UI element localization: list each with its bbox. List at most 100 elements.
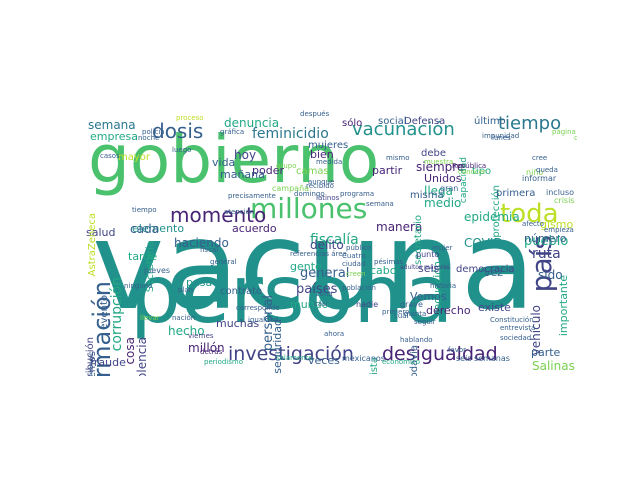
word-noche: noche (138, 134, 160, 142)
word-crisis: crisis (554, 196, 575, 205)
word-millones: millones (250, 192, 368, 225)
word-viernes: viernes (188, 332, 214, 340)
word-medida: medida (316, 158, 343, 166)
word-denuncia: denuncia (224, 116, 280, 130)
word-pueblo: pueblo (524, 234, 569, 249)
word-numero: número (524, 232, 567, 245)
word-aunque: aunque (308, 178, 335, 186)
word-mexicanos: mexicanos (342, 354, 385, 363)
word-gismo: gismo (540, 218, 574, 231)
word-nadie: nadie (356, 300, 379, 309)
word-veces: veces (308, 354, 340, 367)
word-vemos: Vemos (410, 290, 447, 303)
word-cloud: gobierno vacuna persona millones toda momento… (80, 105, 577, 376)
word-partir: partir (372, 164, 403, 177)
word-semana2: semana (366, 200, 394, 208)
word-general2: general (210, 258, 237, 266)
word-corrupcion: corrupción (109, 277, 125, 352)
word-manera: manera (376, 220, 423, 234)
word-democracia: democracia (456, 264, 515, 275)
word-astrazeneca: AstraZeneca (87, 213, 98, 277)
word-casos: casos (100, 152, 120, 160)
word-referencia: referencias área (290, 250, 347, 258)
word-evento: evento (99, 295, 110, 330)
word-ultimo: último (474, 116, 506, 127)
word-muchas: muchas (216, 317, 260, 330)
word-quinta: quinta (404, 310, 427, 318)
word-mayor: mayor (118, 152, 151, 163)
word-social: social (378, 116, 407, 127)
word-domingo: domingo (294, 190, 325, 198)
word-seguridad: seguridad (271, 319, 284, 374)
word-camas: camas (296, 166, 329, 177)
word-momento: momento (170, 203, 267, 227)
word-empieza: empieza (544, 226, 574, 234)
word-semana: semana (88, 118, 136, 132)
word-pasado: pasado (186, 276, 226, 289)
word-pesimas: pésimas (374, 258, 404, 266)
word-zona: zona (316, 290, 333, 298)
word-republica: República (452, 162, 487, 170)
word-primera: primera (496, 188, 536, 199)
word-tipo: tipo (472, 166, 492, 177)
word-salinas: Salinas (532, 359, 575, 373)
word-latinos: latinos (316, 194, 340, 202)
word-cuatro: Cuatro (342, 252, 366, 260)
word-mismo: mismo (386, 154, 410, 162)
word-empresa: empresa (90, 130, 138, 143)
word-camino: camino (574, 134, 577, 142)
word-seguir: seguir (414, 318, 436, 326)
word-queda: queda (536, 166, 558, 174)
word-llevar: llevar (140, 314, 160, 322)
word-tiempo2: tiempo (132, 206, 157, 214)
word-mundo: mundo (290, 298, 329, 311)
word-feminicidio: feminicidio (252, 126, 329, 142)
word-informar: informar (522, 174, 557, 183)
word-general: general (300, 266, 350, 281)
word-pagina: página (552, 128, 576, 136)
word-ruta: ruta (532, 246, 561, 262)
word-vida: vida (212, 156, 236, 169)
word-punto: punto (416, 250, 440, 259)
word-medio: medio (424, 196, 462, 210)
word-igualdad: igualdad (248, 316, 279, 324)
word-cree: cree (532, 154, 548, 162)
word-manana: mañana (220, 168, 265, 181)
word-vacuna: vacuna (92, 195, 536, 337)
word-campana: campaña (272, 184, 310, 193)
word-tarde: tarde (128, 250, 158, 263)
word-historia: historia (430, 282, 457, 290)
word-derecho: derecho (426, 304, 471, 317)
word-desigualdad: desigualdad (382, 343, 498, 365)
word-ninguna: ninguna (124, 282, 153, 290)
word-acuerdo: acuerdo (232, 222, 277, 235)
word-delito: delito (310, 238, 344, 252)
word-economico: económico (382, 358, 421, 366)
word-gran: gran (440, 184, 459, 193)
word-poder: poder (252, 164, 284, 177)
word-salud: salud (86, 226, 116, 239)
word-muestra: muestra (424, 158, 454, 166)
word-recibido: recibido (306, 182, 334, 190)
word-debe: debe (421, 148, 446, 159)
word-elemento: elemento (132, 222, 185, 235)
word-gobierno: gobierno (88, 121, 380, 198)
word-hoy: hoy (234, 148, 257, 162)
word-jueves: jueves (144, 266, 171, 275)
word-grave: grave (400, 300, 423, 309)
word-luego: luego (172, 146, 192, 154)
word-precisamente: precisamente (228, 192, 276, 200)
word-adultos-mayores: adultos mayores (400, 264, 450, 271)
word-periodismo: periodismo (204, 358, 243, 366)
word-millon: millón (188, 341, 225, 355)
word-grupo: grupo (276, 162, 297, 170)
word-lunes: lunes (492, 134, 511, 142)
word-nacion: nación (172, 314, 196, 322)
word-proceso: proceso (176, 114, 204, 122)
word-casi: casi (314, 300, 328, 308)
word-vez: vez (484, 266, 504, 279)
word-investigacion: investigación (228, 343, 354, 365)
word-violencia: violencia (135, 337, 149, 376)
word-tiempo: tiempo (498, 113, 562, 134)
word-solamente: solamente (276, 354, 313, 362)
